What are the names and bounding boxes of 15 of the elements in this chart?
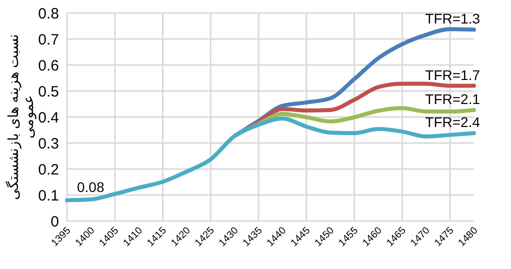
annotation: 0.08 <box>77 179 104 196</box>
series-label: TFR=2.4 <box>425 114 480 130</box>
series-label: TFR=1.7 <box>425 66 480 83</box>
y-tick-label: 0.5 <box>38 83 59 100</box>
series-label: TFR=2.1 <box>425 90 480 107</box>
y-axis-title: نسبت هزینه های بازنشستگی عمومی <box>5 34 37 200</box>
y-tick-label: 0.6 <box>38 57 59 74</box>
y-tick-label: 0.4 <box>38 109 59 126</box>
y-tick-label: 0.2 <box>38 161 59 178</box>
y-tick-label: 0.3 <box>38 135 59 152</box>
y-tick-label: 0 <box>50 213 59 230</box>
y-tick-label: 0.8 <box>38 5 59 22</box>
y-tick-label: 0.7 <box>38 31 59 48</box>
series-label: TFR=1.3 <box>425 10 480 27</box>
y-tick-label: 0.1 <box>38 187 59 204</box>
